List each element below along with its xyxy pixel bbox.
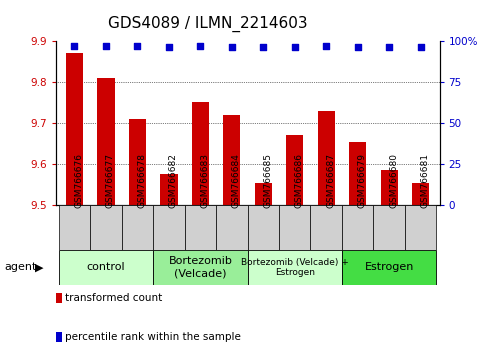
Bar [216, 205, 248, 250]
Point [228, 45, 236, 50]
Point [133, 43, 141, 48]
Bar [129, 119, 146, 205]
Text: control: control [86, 262, 125, 272]
Bar [223, 115, 241, 205]
Point [322, 43, 330, 48]
Text: agent: agent [5, 262, 37, 272]
Bar [412, 183, 429, 205]
Bar [160, 175, 178, 205]
Bar [185, 205, 216, 250]
Point [165, 45, 173, 50]
Bar [90, 205, 122, 250]
Text: Bortezomib (Velcade) +
Estrogen: Bortezomib (Velcade) + Estrogen [241, 258, 349, 277]
Bar [279, 205, 311, 250]
Text: GSM766681: GSM766681 [421, 153, 430, 207]
Bar [381, 170, 398, 205]
Text: GSM766683: GSM766683 [200, 153, 209, 207]
Point [259, 45, 267, 50]
Text: GSM766677: GSM766677 [106, 153, 115, 207]
Text: GSM766686: GSM766686 [295, 153, 304, 207]
Text: GSM766684: GSM766684 [232, 153, 241, 207]
Point [102, 43, 110, 48]
Bar [349, 142, 366, 205]
Point [197, 43, 204, 48]
Bar [122, 205, 153, 250]
Bar [373, 205, 405, 250]
Text: percentile rank within the sample: percentile rank within the sample [65, 332, 241, 342]
Text: GDS4089 / ILMN_2214603: GDS4089 / ILMN_2214603 [108, 16, 308, 32]
Bar [342, 250, 436, 285]
Text: Bortezomib
(Velcade): Bortezomib (Velcade) [169, 256, 232, 278]
Text: GSM766679: GSM766679 [358, 153, 367, 207]
Text: Estrogen: Estrogen [365, 262, 414, 272]
Text: GSM766676: GSM766676 [74, 153, 84, 207]
Bar [248, 205, 279, 250]
Text: GSM766685: GSM766685 [263, 153, 272, 207]
Bar [255, 183, 272, 205]
Point [417, 45, 425, 50]
Bar [59, 205, 90, 250]
Bar [97, 78, 114, 205]
Bar [59, 250, 153, 285]
Bar [286, 135, 303, 205]
Bar [248, 250, 342, 285]
Bar [66, 53, 83, 205]
Point [385, 45, 393, 50]
Bar [405, 205, 436, 250]
Point [354, 45, 362, 50]
Point [291, 45, 298, 50]
Bar [153, 250, 248, 285]
Text: ▶: ▶ [35, 262, 43, 272]
Bar [311, 205, 342, 250]
Text: transformed count: transformed count [65, 293, 162, 303]
Bar [317, 111, 335, 205]
Bar [192, 102, 209, 205]
Point [71, 43, 78, 48]
Bar [153, 205, 185, 250]
Text: GSM766687: GSM766687 [326, 153, 335, 207]
Text: GSM766680: GSM766680 [389, 153, 398, 207]
Text: GSM766678: GSM766678 [137, 153, 146, 207]
Bar [342, 205, 373, 250]
Text: GSM766682: GSM766682 [169, 153, 178, 207]
